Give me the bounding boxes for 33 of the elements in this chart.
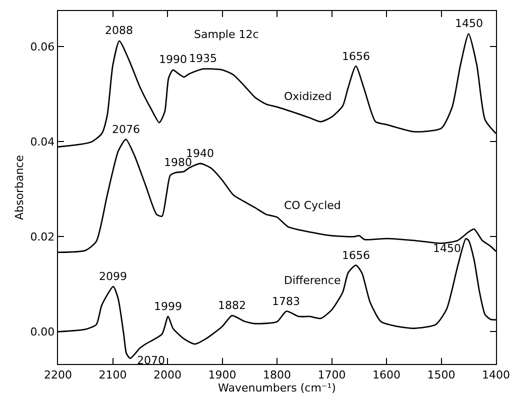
text: Sample 12c (194, 28, 259, 41)
y-tick-label: 0.06 (30, 40, 55, 54)
y-tick-label: 0.04 (30, 136, 55, 148)
x-tick-label: 2000 (154, 368, 182, 382)
annotation: 2099 (99, 270, 127, 283)
annotation: 1935 (189, 52, 217, 65)
y-axis-title: Absorbance (12, 154, 26, 220)
series-label: Difference (284, 274, 341, 287)
annotation: 2070 (137, 354, 165, 367)
series-label: Oxidized (284, 90, 332, 103)
x-tick-label: 1700 (318, 368, 346, 382)
annotation: 1656 (342, 249, 370, 262)
annotation: 1980 (164, 156, 192, 169)
annotation: 2076 (112, 123, 140, 136)
x-tick-label: 2200 (44, 368, 72, 382)
y-tick-label: 0.02 (30, 230, 55, 244)
annotation: 1882 (218, 299, 246, 312)
x-tick-label: 1900 (208, 368, 236, 382)
annotation: 1656 (342, 50, 370, 63)
annotation: 1783 (272, 295, 300, 308)
annotation: 1990 (159, 53, 187, 66)
x-tick-label: 1600 (372, 368, 400, 382)
x-tick-label: 1400 (482, 368, 510, 382)
x-tick-label: 1500 (427, 368, 456, 382)
series-label: CO Cycled (284, 199, 341, 212)
x-tick-label: 1800 (263, 368, 291, 382)
annotation: 2088 (105, 24, 133, 37)
y-tick-label: 0.00 (30, 326, 55, 339)
annotation: 1999 (154, 300, 182, 313)
annotation: 1450 (433, 242, 461, 255)
x-axis-title: Wavenumbers (cm⁻¹) (218, 381, 336, 394)
x-tick-label: 2100 (98, 368, 127, 382)
annotation: 1450 (455, 17, 483, 30)
